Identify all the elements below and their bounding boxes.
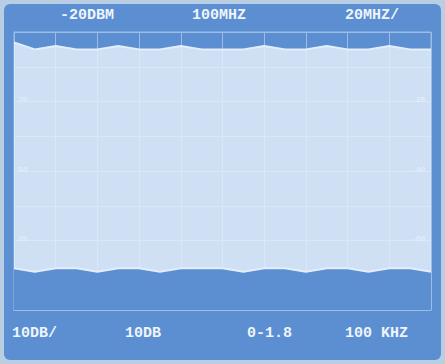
svg-text:-60: -60: [411, 234, 426, 243]
svg-text:25: 25: [18, 234, 28, 243]
svg-text:-20DBM: -20DBM: [60, 7, 114, 24]
svg-text:10DB/: 10DB/: [12, 325, 57, 342]
svg-text:10DB: 10DB: [125, 325, 161, 342]
svg-text:50: 50: [18, 165, 28, 174]
svg-text:-40: -40: [411, 165, 426, 174]
svg-text:100 KHZ: 100 KHZ: [345, 325, 408, 342]
svg-text:20MHZ/: 20MHZ/: [345, 7, 399, 24]
svg-text:-20: -20: [411, 95, 426, 104]
svg-text:0-1.8: 0-1.8: [247, 325, 292, 342]
svg-text:75: 75: [18, 95, 28, 104]
svg-text:100MHZ: 100MHZ: [192, 7, 246, 24]
